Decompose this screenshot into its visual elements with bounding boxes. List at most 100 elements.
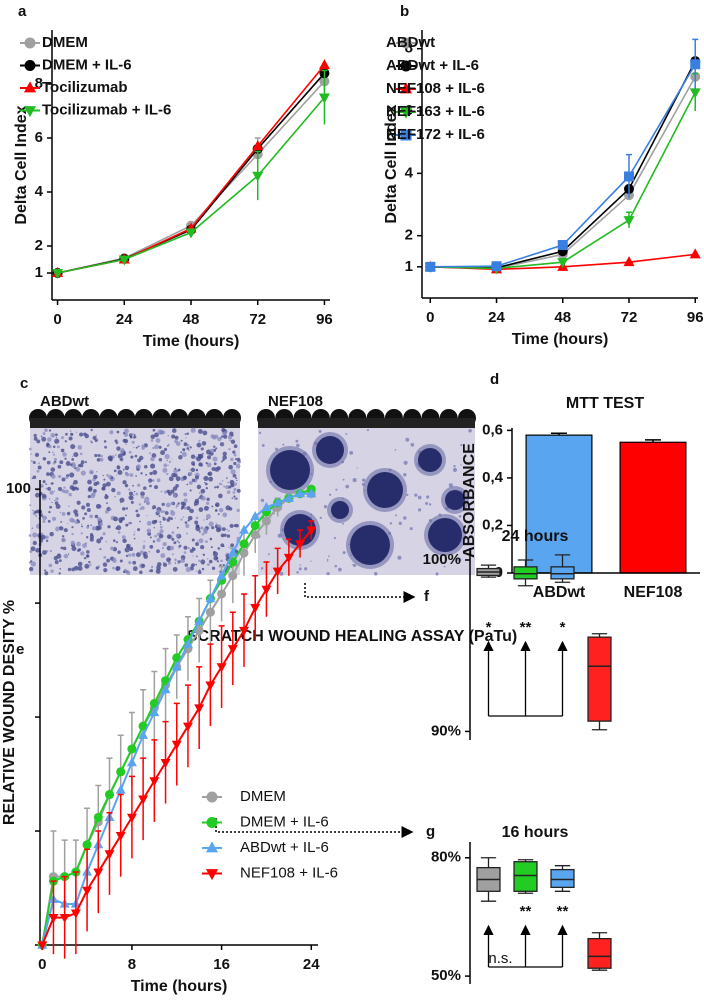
cell xyxy=(41,493,47,499)
cell xyxy=(52,451,54,454)
cell xyxy=(196,456,201,462)
cell xyxy=(108,508,112,511)
cell xyxy=(99,536,104,540)
cell xyxy=(295,439,299,443)
cell xyxy=(61,537,66,543)
point xyxy=(115,831,126,841)
cell xyxy=(195,570,198,572)
legend-label: DMEM + IL-6 xyxy=(240,813,329,830)
cell xyxy=(197,428,203,434)
cell xyxy=(166,489,171,494)
x-tick-label: 48 xyxy=(183,311,200,328)
cell xyxy=(194,475,199,480)
cell xyxy=(51,501,53,503)
cell xyxy=(403,516,407,520)
cell xyxy=(54,501,59,505)
cell xyxy=(206,563,210,567)
cell xyxy=(186,444,190,447)
cell xyxy=(51,474,56,479)
cell xyxy=(236,457,241,462)
cell xyxy=(282,443,285,446)
cell xyxy=(389,522,393,525)
cell xyxy=(83,432,87,437)
micrograph xyxy=(30,418,240,575)
cell xyxy=(119,497,125,503)
cell xyxy=(96,458,101,462)
cell xyxy=(183,558,185,561)
point xyxy=(295,540,306,550)
cell xyxy=(342,551,346,555)
y-tick-label: 0,2 xyxy=(482,516,503,533)
cell xyxy=(53,556,58,561)
cell xyxy=(54,438,60,444)
cell xyxy=(223,533,227,537)
cell xyxy=(299,564,302,566)
cell xyxy=(168,460,172,464)
cell xyxy=(33,436,38,441)
cell xyxy=(222,563,225,567)
point xyxy=(250,530,260,540)
cell xyxy=(127,522,131,525)
cell xyxy=(225,505,231,511)
cell xyxy=(159,521,162,523)
point xyxy=(149,698,159,708)
cell xyxy=(203,475,209,482)
cell xyxy=(213,550,216,554)
cell xyxy=(230,457,234,462)
cell xyxy=(201,465,203,467)
cell xyxy=(166,518,171,522)
cell xyxy=(190,467,196,473)
cell xyxy=(173,541,177,545)
point xyxy=(194,625,204,635)
cell xyxy=(30,546,36,552)
cell xyxy=(144,496,150,502)
cell xyxy=(31,477,34,480)
cell xyxy=(206,462,212,468)
cell xyxy=(323,504,328,509)
cell xyxy=(61,477,66,482)
cell xyxy=(76,500,81,505)
cell xyxy=(211,466,216,471)
point xyxy=(52,269,64,279)
cell xyxy=(198,507,204,513)
cell xyxy=(47,437,52,442)
cell xyxy=(73,479,78,485)
cell xyxy=(103,555,107,559)
cell xyxy=(453,465,456,468)
cell xyxy=(194,520,199,525)
cell xyxy=(57,445,60,449)
cell xyxy=(221,480,224,482)
cell xyxy=(128,450,132,454)
cell xyxy=(182,475,187,480)
cell xyxy=(342,522,345,525)
cell xyxy=(54,499,56,502)
point xyxy=(228,557,238,567)
x-tick-label: 0 xyxy=(53,311,61,328)
cell xyxy=(221,427,226,433)
cell xyxy=(338,567,342,572)
cell xyxy=(42,456,47,461)
cell xyxy=(225,485,230,490)
cell xyxy=(170,502,174,505)
cell xyxy=(152,540,156,543)
cell xyxy=(130,455,134,459)
cell xyxy=(175,504,179,508)
cell xyxy=(60,448,65,453)
cell xyxy=(71,567,76,572)
cell xyxy=(120,501,122,504)
legend-marker xyxy=(400,60,412,72)
cell xyxy=(215,522,217,524)
box xyxy=(587,636,612,722)
cell xyxy=(58,553,61,556)
cell xyxy=(232,450,236,454)
cell xyxy=(236,488,241,493)
cell xyxy=(61,490,63,493)
cell xyxy=(139,520,141,523)
cell xyxy=(129,495,134,501)
cell xyxy=(201,567,205,571)
point xyxy=(252,140,264,151)
cell xyxy=(116,491,121,496)
cell xyxy=(167,434,170,437)
cell xyxy=(102,483,107,488)
